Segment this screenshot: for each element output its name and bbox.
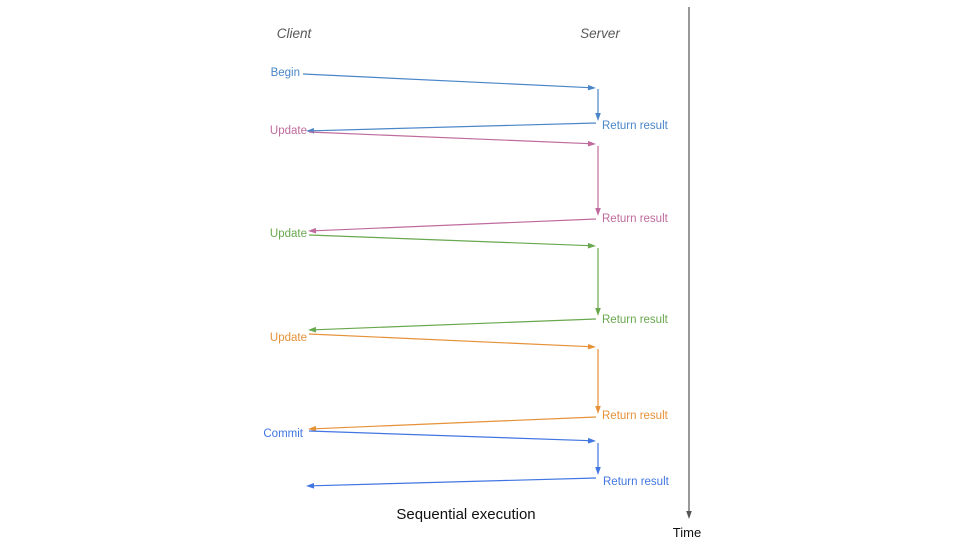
return-arrow-line [313,416,597,430]
return-arrowhead [306,482,315,489]
return-arrow-line [311,122,597,132]
return-result-label: Return result [602,410,669,422]
return-arrowhead [308,227,317,234]
server-processing-arrowhead [595,406,601,414]
call-arrow-line [308,333,591,348]
call-arrow-line [308,430,591,442]
call-arrowhead [587,84,596,91]
return-result-label: Return result [602,120,669,132]
return-arrow-line [313,318,597,331]
message-label: Update [270,228,307,240]
time-axis-arrowhead [686,511,692,519]
call-arrowhead [587,140,596,147]
call-arrowhead [587,242,596,249]
return-result-label: Return result [602,213,669,225]
time-axis-label: Time [673,525,701,540]
message-begin: Begin Return result [271,67,669,134]
server-lane-label: Server [580,26,620,41]
return-arrow-line [311,477,597,487]
call-arrow-line [302,73,591,89]
return-result-label: Return result [603,476,670,488]
call-arrowhead [587,437,596,444]
return-arrowhead [308,326,317,333]
message-label: Begin [271,67,300,79]
call-arrow-line [308,131,591,145]
message-update-2: Update Return result [270,228,669,333]
message-update-1: Update Return result [270,125,669,234]
return-result-label: Return result [602,314,669,326]
call-arrow-line [308,234,591,247]
message-commit: Commit Return result [263,428,670,489]
message-label: Update [270,125,307,137]
call-arrowhead [587,343,596,350]
message-update-3: Update Return result [270,332,669,432]
return-arrowhead [308,425,317,432]
server-processing-arrowhead [595,308,601,316]
diagram-title: Sequential execution [396,506,535,523]
server-processing-arrowhead [595,467,601,475]
server-processing-arrowhead [595,208,601,216]
server-processing-arrowhead [595,113,601,121]
return-arrow-line [313,218,597,232]
message-label: Update [270,332,307,344]
message-label: Commit [263,428,303,440]
client-lane-label: Client [277,26,313,41]
